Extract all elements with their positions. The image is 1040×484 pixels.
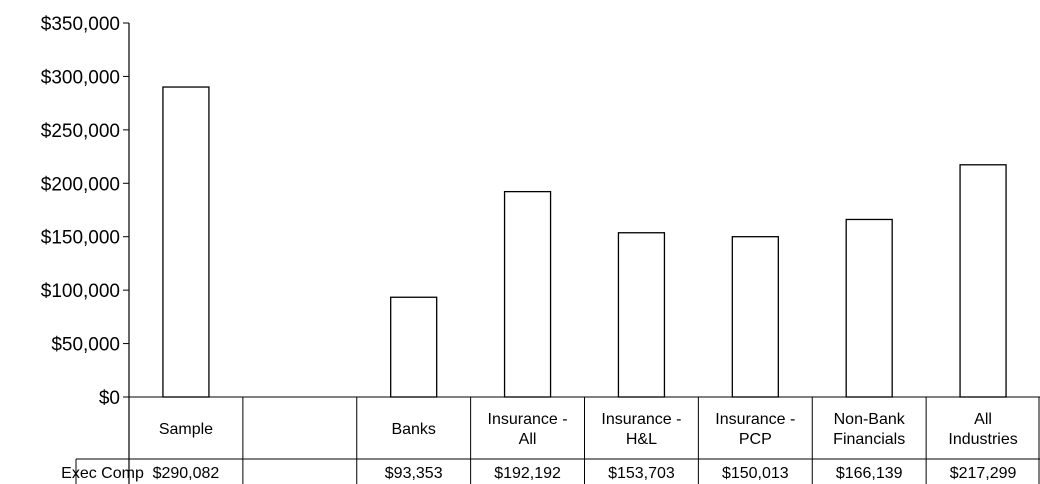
bar bbox=[617, 232, 666, 398]
bar bbox=[959, 164, 1007, 398]
y-tick-label: $50,000 bbox=[51, 335, 120, 356]
category-label: Insurance - bbox=[715, 411, 795, 428]
y-tick-label: $150,000 bbox=[41, 228, 120, 249]
data-table-value: $290,082 bbox=[153, 465, 220, 482]
y-tick-label: $300,000 bbox=[41, 67, 120, 88]
y-tick-label: $0 bbox=[99, 388, 120, 409]
category-label: All bbox=[519, 431, 537, 448]
data-table-value: $93,353 bbox=[385, 465, 443, 482]
category-label: PCP bbox=[739, 431, 772, 448]
category-label: All bbox=[974, 411, 992, 428]
bar bbox=[390, 296, 438, 398]
y-tick-label: $250,000 bbox=[41, 121, 120, 142]
category-label: Insurance - bbox=[488, 411, 568, 428]
category-label: Banks bbox=[391, 421, 435, 438]
category-label: H&L bbox=[626, 431, 657, 448]
series-row-label: Exec Comp bbox=[61, 465, 144, 482]
category-label: Non-Bank bbox=[834, 411, 906, 428]
bar bbox=[503, 190, 552, 398]
y-tick-label: $350,000 bbox=[41, 14, 120, 35]
bar bbox=[731, 236, 779, 398]
category-label: Sample bbox=[159, 421, 213, 438]
data-table-value: $192,192 bbox=[494, 465, 561, 482]
y-tick-label: $100,000 bbox=[41, 281, 120, 302]
bar bbox=[845, 218, 893, 398]
data-table-value: $150,013 bbox=[722, 465, 789, 482]
category-label: Financials bbox=[833, 431, 905, 448]
bar bbox=[162, 86, 210, 398]
category-label: Insurance - bbox=[601, 411, 681, 428]
y-tick-label: $200,000 bbox=[41, 174, 120, 195]
category-label: Industries bbox=[948, 431, 1017, 448]
data-table-value: $166,139 bbox=[836, 465, 903, 482]
data-table-value: $153,703 bbox=[608, 465, 675, 482]
data-table-value: $217,299 bbox=[950, 465, 1017, 482]
